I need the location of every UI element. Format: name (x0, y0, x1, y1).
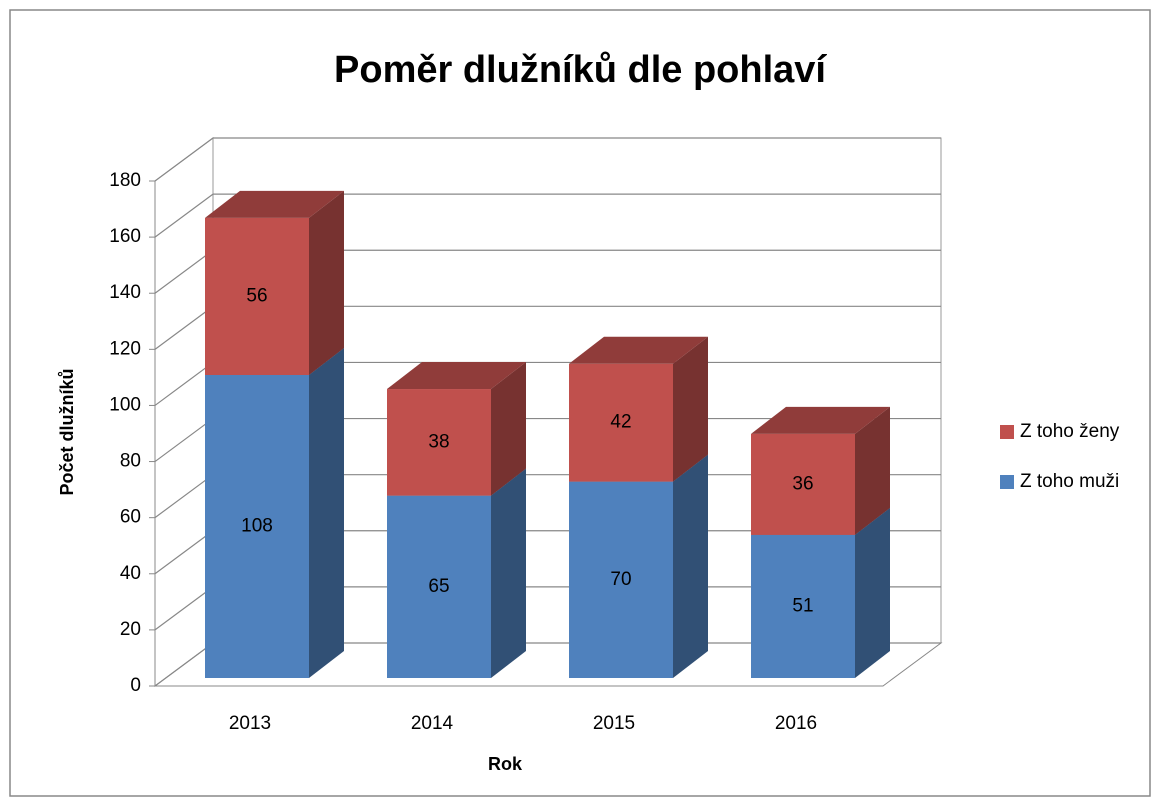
y-tick-label: 60 (120, 507, 141, 528)
x-tick-label: 2016 (775, 713, 817, 734)
data-label: 38 (428, 431, 449, 452)
data-label: 108 (241, 516, 273, 537)
x-tick-label: 2013 (229, 713, 271, 734)
bar-side (673, 336, 708, 482)
bar-top (569, 336, 708, 364)
bar-top (751, 406, 890, 434)
bar-top (205, 190, 344, 218)
y-tick-label: 120 (109, 338, 141, 359)
bar-top (387, 362, 526, 390)
side-wall (154, 137, 214, 687)
bar-side (855, 406, 890, 535)
bar-front (751, 433, 855, 535)
legend-label: Z toho muži (1020, 471, 1119, 492)
data-label: 65 (428, 576, 449, 597)
bar-front (387, 389, 491, 496)
x-tick-label: 2015 (593, 713, 635, 734)
bar-front (569, 363, 673, 482)
y-tick-label: 160 (109, 226, 141, 247)
bar-front (205, 375, 309, 678)
y-tick-label: 20 (120, 619, 141, 640)
bar-side (309, 190, 344, 375)
x-tick-label: 2014 (411, 713, 454, 734)
bar-side (855, 507, 890, 678)
bar-front (569, 481, 673, 678)
y-tick-label: 0 (130, 675, 141, 696)
y-tick-label: 80 (120, 451, 141, 472)
x-axis-label: Rok (488, 754, 523, 774)
y-tick-label: 40 (120, 563, 141, 584)
data-label: 56 (246, 285, 267, 306)
data-label: 36 (792, 473, 813, 494)
bar-front (387, 495, 491, 678)
y-tick-label: 180 (109, 170, 141, 191)
grid-line (154, 137, 941, 182)
data-label: 70 (610, 569, 631, 590)
legend-label: Z toho ženy (1020, 421, 1120, 442)
bar-front (751, 534, 855, 678)
bar-side (491, 362, 526, 496)
data-label: 51 (792, 595, 813, 616)
data-label: 42 (610, 412, 631, 433)
y-tick-label: 100 (109, 394, 141, 415)
legend-swatch (1000, 425, 1014, 439)
bar-side (309, 348, 344, 678)
legend-swatch (1000, 475, 1014, 489)
grid-line (154, 193, 941, 238)
y-axis-label: Počet dlužníků (57, 368, 77, 495)
bar-side (491, 468, 526, 678)
chart-title: Poměr dlužníků dle pohlaví (334, 49, 827, 91)
bar-side (673, 454, 708, 678)
bar-front (205, 217, 309, 375)
y-tick-label: 140 (109, 282, 141, 303)
